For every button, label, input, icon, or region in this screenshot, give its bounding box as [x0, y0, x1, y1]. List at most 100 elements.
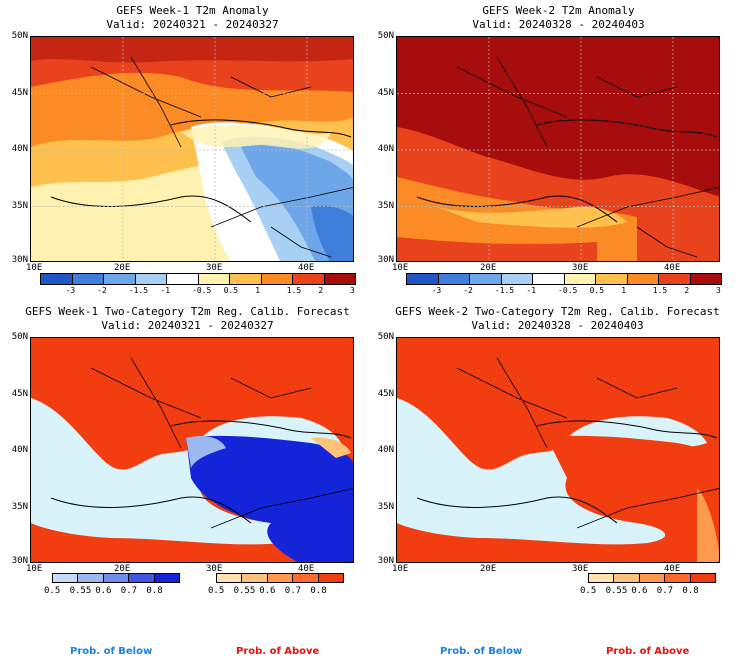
panel1-title: GEFS Week-1 T2m Anomaly Valid: 20240321 -…: [106, 4, 279, 31]
colorbar-swatch: [690, 274, 721, 284]
lon-label: 20E: [480, 564, 497, 574]
legend-prob-below-week1: Prob. of Below: [70, 646, 153, 657]
panel2-title: GEFS Week-2 T2m Anomaly Valid: 20240328 -…: [472, 4, 645, 31]
panel3-title: GEFS Week-1 Two-Category T2m Reg. Calib.…: [25, 305, 350, 332]
colorbar-tick-label: -0.5: [558, 286, 578, 295]
lat-label: 50N: [377, 31, 394, 41]
colorbar-tick-label: 0.5: [208, 586, 225, 596]
lat-label: 45N: [11, 88, 28, 98]
colorbar-tick-label: -2: [463, 286, 473, 295]
above-colorbar-week2: [588, 573, 716, 583]
colorbar-tick-label: -0.5: [192, 286, 212, 295]
colorbar-swatch: [103, 574, 130, 582]
lat-label: 50N: [11, 332, 28, 342]
colorbar-tick-label: 0.5: [580, 586, 597, 596]
colorbar-tick-label: 0.6: [631, 586, 648, 596]
colorbar-swatch: [665, 574, 691, 582]
colorbar-swatch: [564, 274, 596, 284]
lat-label: 30N: [377, 255, 394, 265]
lon-label: 40E: [298, 564, 315, 574]
lat-label: 30N: [11, 556, 28, 566]
lon-label: 10E: [26, 564, 43, 574]
lon-label: 40E: [298, 263, 315, 273]
colorbar-tick-label: 0.8: [310, 586, 327, 596]
colorbar-tick-label: 3: [350, 286, 355, 295]
lon-label: 30E: [572, 564, 589, 574]
colorbar-swatch: [104, 274, 136, 284]
colorbar-tick-label: 0.55: [233, 586, 256, 596]
map-week2-probability: [396, 337, 720, 563]
lat-label: 30N: [377, 556, 394, 566]
panel4-title: GEFS Week-2 Two-Category T2m Reg. Calib.…: [395, 305, 720, 332]
colorbar-tick-label: 0.55: [69, 586, 92, 596]
below-colorbar-week1: [52, 573, 180, 583]
lat-label: 40N: [11, 445, 28, 455]
lat-label: 30N: [11, 255, 28, 265]
colorbar-swatch: [154, 574, 180, 582]
colorbar-tick-label: 0.6: [95, 586, 112, 596]
lon-label: 10E: [26, 263, 43, 273]
colorbar-swatch: [41, 274, 73, 284]
lon-label: 20E: [114, 564, 131, 574]
colorbar-tick-label: 0.7: [120, 586, 138, 596]
lon-label: 30E: [206, 564, 223, 574]
colorbar-swatch: [659, 274, 691, 284]
colorbar-swatch: [639, 574, 666, 582]
lat-label: 45N: [377, 389, 394, 399]
colorbar-swatch: [267, 574, 294, 582]
colorbar-tick-label: 0.5: [223, 286, 239, 295]
lon-label: 30E: [206, 263, 223, 273]
colorbar-swatch: [78, 574, 104, 582]
lon-label: 10E: [392, 564, 409, 574]
lat-label: 40N: [377, 144, 394, 154]
colorbar-tick-label: 1: [621, 286, 627, 295]
colorbar-swatch: [167, 274, 199, 284]
colorbar-swatch: [596, 274, 628, 284]
colorbar-swatch: [627, 274, 659, 284]
colorbar-swatch: [533, 274, 565, 284]
map-week2-anomaly: [396, 36, 720, 262]
colorbar-swatch: [198, 274, 230, 284]
colorbar-swatch: [614, 574, 640, 582]
colorbar-tick-label: 0.8: [146, 586, 163, 596]
colorbar-tick-label: 0.7: [284, 586, 302, 596]
legend-prob-above-week1: Prob. of Above: [236, 646, 320, 657]
colorbar-swatch: [135, 274, 167, 284]
colorbar-swatch: [690, 574, 716, 582]
anomaly-colorbar-week2: [406, 273, 722, 285]
colorbar-swatch: [230, 274, 262, 284]
lon-label: 10E: [392, 263, 409, 273]
colorbar-tick-label: -1: [160, 286, 171, 295]
colorbar-tick-label: 0.8: [682, 586, 699, 596]
colorbar-swatch: [293, 274, 325, 284]
lat-label: 50N: [11, 31, 28, 41]
lon-label: 40E: [664, 564, 681, 574]
map-week1-anomaly: [30, 36, 354, 262]
colorbar-swatch: [129, 574, 155, 582]
legend-prob-below-week2: Prob. of Below: [440, 646, 523, 657]
colorbar-swatch: [407, 274, 439, 284]
colorbar-swatch: [53, 574, 79, 582]
colorbar-swatch: [324, 274, 355, 284]
colorbar-tick-label: 1.5: [286, 286, 302, 295]
colorbar-tick-label: 0.5: [589, 286, 605, 295]
lat-label: 35N: [377, 201, 394, 211]
lat-label: 45N: [377, 88, 394, 98]
lat-label: 35N: [11, 201, 28, 211]
colorbar-tick-label: -3: [431, 286, 442, 295]
colorbar-tick-label: 2: [684, 286, 690, 295]
map-week1-probability: [30, 337, 354, 563]
lon-label: 40E: [664, 263, 681, 273]
lat-label: 35N: [11, 502, 28, 512]
colorbar-swatch: [318, 574, 344, 582]
lat-label: 40N: [11, 144, 28, 154]
colorbar-tick-label: 2: [318, 286, 324, 295]
colorbar-swatch: [293, 574, 319, 582]
colorbar-swatch: [501, 274, 533, 284]
colorbar-tick-label: 0.7: [656, 586, 674, 596]
lon-label: 20E: [114, 263, 131, 273]
lat-label: 40N: [377, 445, 394, 455]
colorbar-tick-label: -3: [65, 286, 76, 295]
colorbar-swatch: [470, 274, 502, 284]
colorbar-tick-label: -1: [526, 286, 537, 295]
